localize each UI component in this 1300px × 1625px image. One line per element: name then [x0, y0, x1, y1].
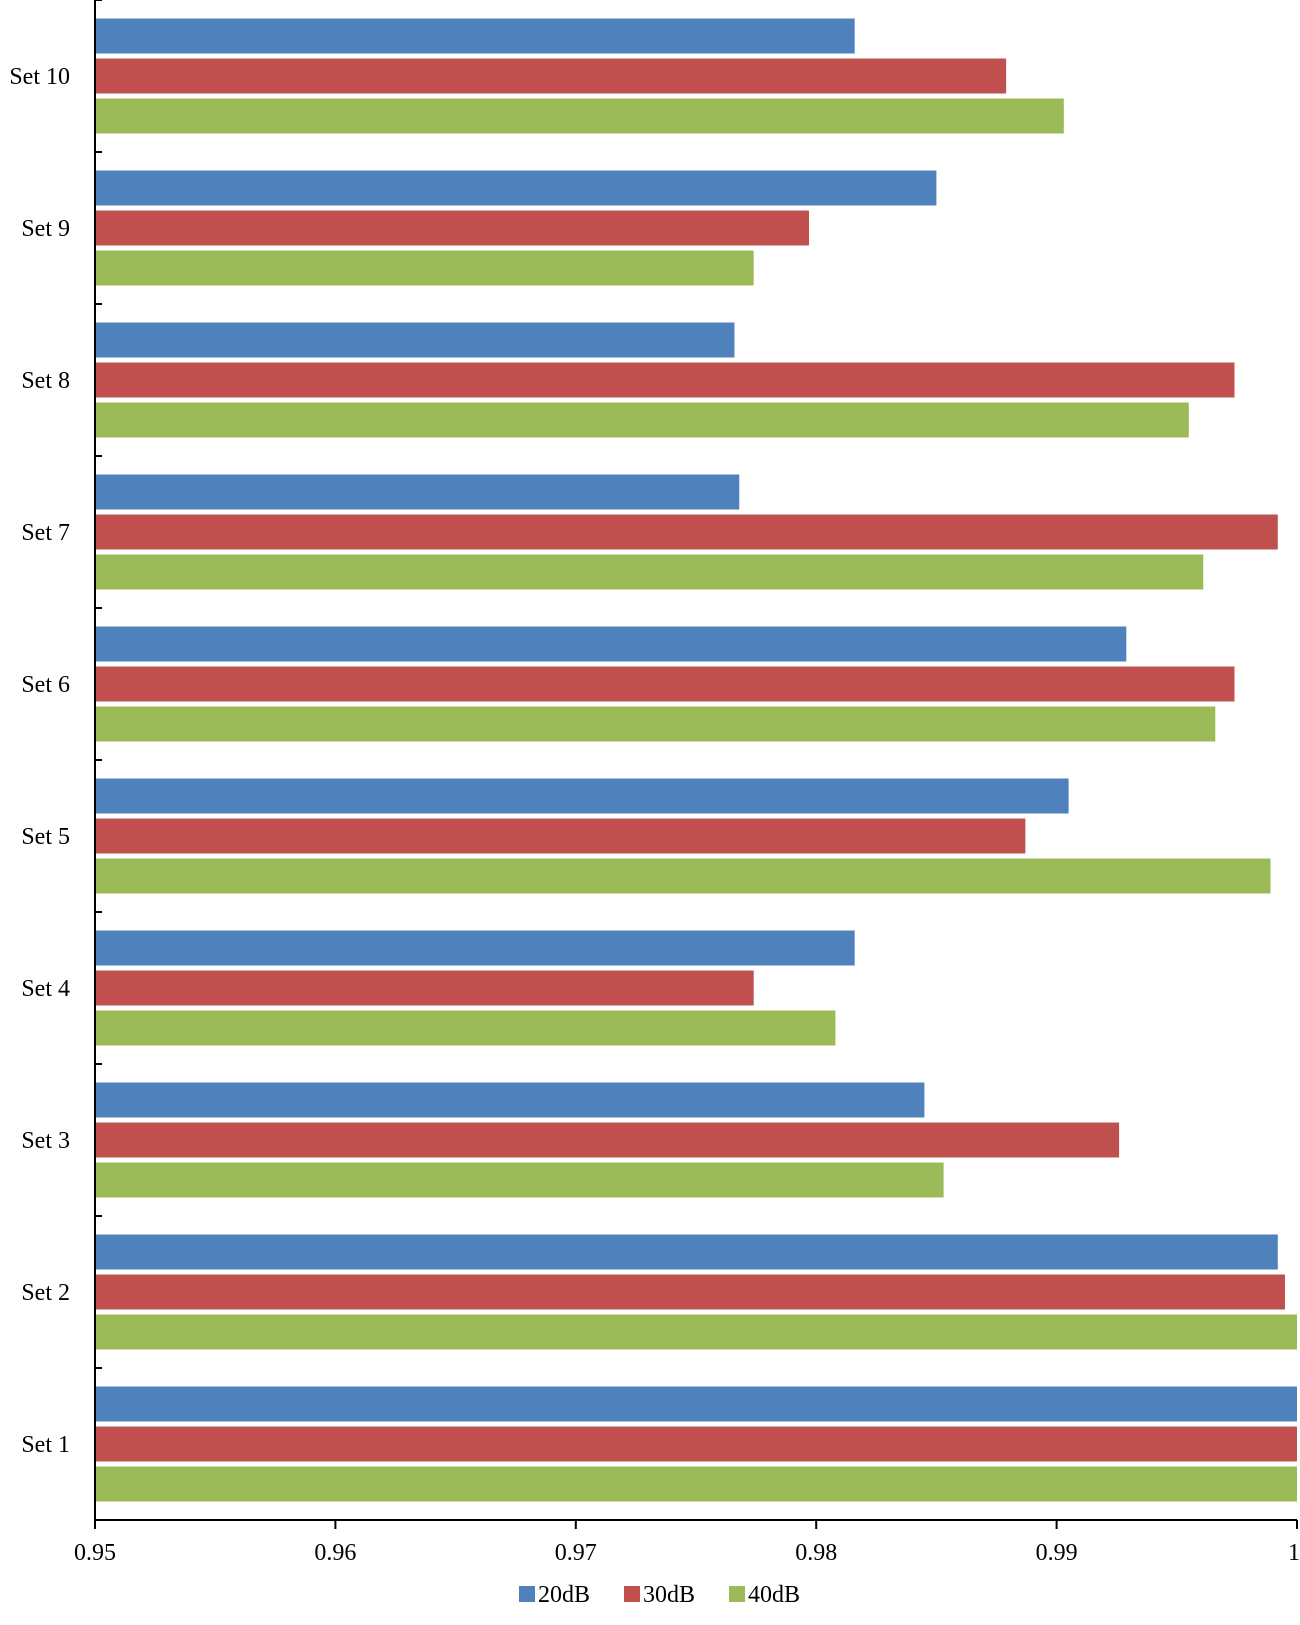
legend: 20dB 30dB 40dB: [519, 1582, 800, 1608]
y-tick-label: Set 8: [21, 368, 70, 394]
legend-label-40db: 40dB: [748, 1582, 800, 1608]
bar-40db-set-3: [95, 1162, 944, 1198]
bar-30db-set-6: [95, 666, 1235, 702]
bar-40db-set-7: [95, 554, 1204, 590]
legend-label-30db: 30dB: [643, 1582, 695, 1608]
legend-swatch-30db: [624, 1586, 640, 1602]
x-tick-label: 0.97: [555, 1540, 597, 1566]
y-tick-label: Set 4: [21, 976, 70, 1002]
y-axis-ticks: Set 1 Set 2 Set 3 Set 4 Set 5 Set 6 Set 7 Set 8…: [9, 0, 102, 1521]
bar-40db-set-8: [95, 402, 1189, 438]
bar-20db-set-7: [95, 474, 740, 510]
bar-40db-set-1: [95, 1466, 1297, 1502]
bar-40db-set-10: [95, 98, 1064, 134]
bar-20db-set-8: [95, 322, 735, 358]
x-axis-ticks: 0.95 0.96 0.97 0.98 0.99 1: [74, 1520, 1300, 1566]
bar-40db-set-2: [95, 1314, 1297, 1350]
y-tick-label: Set 5: [21, 824, 70, 850]
x-tick-label: 0.98: [795, 1540, 837, 1566]
bar-30db-set-7: [95, 514, 1278, 550]
bar-20db-set-3: [95, 1082, 925, 1118]
legend-swatch-40db: [729, 1586, 745, 1602]
bar-30db-set-9: [95, 210, 809, 246]
bar-20db-set-10: [95, 18, 855, 54]
y-tick-label: Set 9: [21, 216, 70, 242]
bar-20db-set-4: [95, 930, 855, 966]
bar-30db-set-5: [95, 818, 1026, 854]
bar-20db-set-6: [95, 626, 1127, 662]
y-tick-label: Set 3: [21, 1128, 70, 1154]
bar-30db-set-1: [95, 1426, 1297, 1462]
bar-30db-set-2: [95, 1274, 1285, 1310]
bar-40db-set-4: [95, 1010, 836, 1046]
x-tick-label: 0.95: [74, 1540, 116, 1566]
bar-30db-set-4: [95, 970, 754, 1006]
y-tick-label: Set 2: [21, 1280, 70, 1306]
bar-40db-set-6: [95, 706, 1216, 742]
bar-30db-set-3: [95, 1122, 1120, 1158]
bar-20db-set-5: [95, 778, 1069, 814]
y-tick-label: Set 6: [21, 672, 70, 698]
bar-30db-set-10: [95, 58, 1007, 94]
legend-label-20db: 20dB: [538, 1582, 590, 1608]
bar-20db-set-2: [95, 1234, 1278, 1270]
legend-swatch-20db: [519, 1586, 535, 1602]
bar-40db-set-5: [95, 858, 1271, 894]
y-tick-label: Set 1: [21, 1432, 70, 1458]
bar-40db-set-9: [95, 250, 754, 286]
y-tick-label: Set 7: [21, 520, 70, 546]
x-tick-label: 0.99: [1036, 1540, 1078, 1566]
bar-20db-set-1: [95, 1386, 1297, 1422]
bar-20db-set-9: [95, 170, 937, 206]
y-tick-label: Set 10: [9, 64, 70, 90]
x-tick-label: 1: [1288, 1540, 1300, 1566]
bars-group: [95, 18, 1297, 1502]
x-tick-label: 0.96: [314, 1540, 356, 1566]
bar-30db-set-8: [95, 362, 1235, 398]
